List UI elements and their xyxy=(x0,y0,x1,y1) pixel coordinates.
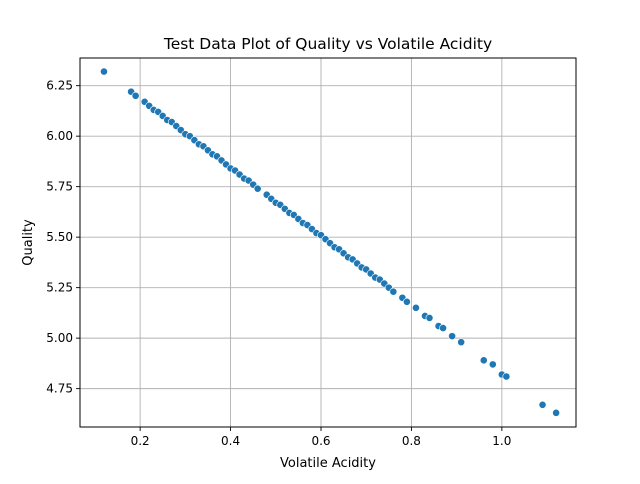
data-point xyxy=(425,314,434,322)
x-axis-label: Volatile Acidity xyxy=(280,456,376,471)
data-point xyxy=(412,303,420,312)
data-point xyxy=(402,297,411,306)
data-point xyxy=(439,324,447,332)
x-tick-label: 1.0 xyxy=(492,434,511,448)
grid-lines xyxy=(80,58,576,427)
data-point xyxy=(479,356,488,365)
x-tick-label: 0.2 xyxy=(131,434,150,448)
data-point xyxy=(457,338,466,347)
plot-area-frame xyxy=(79,57,577,428)
data-point xyxy=(448,332,457,341)
chart-title: Test Data Plot of Quality vs Volatile Ac… xyxy=(163,35,492,53)
y-tick-label: 6.00 xyxy=(46,129,73,143)
y-tick-label: 5.00 xyxy=(46,331,73,345)
data-points xyxy=(100,67,561,417)
x-tick-label: 0.4 xyxy=(221,434,240,448)
y-tick-label: 4.75 xyxy=(46,382,73,396)
y-tick-label: 5.75 xyxy=(46,180,73,194)
x-tick-label: 0.6 xyxy=(311,434,330,448)
x-tick-label: 0.8 xyxy=(402,434,421,448)
y-tick-label: 6.25 xyxy=(46,79,73,93)
data-point xyxy=(389,287,398,296)
data-point xyxy=(502,372,511,381)
data-point xyxy=(253,184,262,193)
data-point xyxy=(538,400,547,409)
y-axis-label: Quality xyxy=(21,219,36,266)
y-tick-label: 5.50 xyxy=(46,230,73,244)
y-tick-label: 5.25 xyxy=(46,281,73,295)
data-point xyxy=(552,408,561,417)
axis-ticks: 0.2 0.4 0.6 0.8 1.0 4.75 5.00 5.25 5.50 5.75 6.00 6… xyxy=(46,79,511,448)
data-point xyxy=(131,91,140,100)
data-point xyxy=(100,67,108,76)
data-point xyxy=(488,360,497,369)
